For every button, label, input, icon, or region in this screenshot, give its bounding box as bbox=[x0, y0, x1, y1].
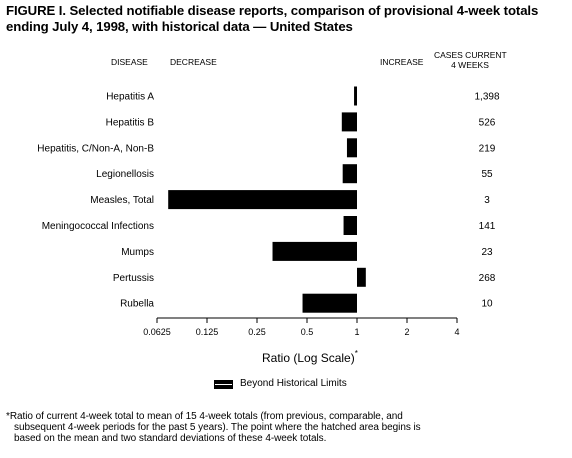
footnote-line-2: subsequent 4-week periods for the past 5… bbox=[14, 422, 421, 433]
cases-header-line-1: CASES CURRENT bbox=[434, 50, 507, 60]
case-count-hepatitis-a: 1,398 bbox=[474, 92, 499, 103]
case-count-meningococcal-infections: 141 bbox=[479, 221, 496, 232]
bar-legionellosis bbox=[342, 164, 357, 184]
x-tick-label-4: 4 bbox=[454, 327, 459, 337]
figure-title: FIGURE I. Selected notifiable disease re… bbox=[6, 3, 568, 35]
bar-mumps bbox=[272, 241, 357, 261]
case-count-rubella: 10 bbox=[481, 299, 493, 310]
case-count-hepatitis-c-non-a-non-b: 219 bbox=[479, 143, 496, 154]
decrease-header: DECREASE bbox=[170, 57, 217, 67]
footnote: *Ratio of current 4-week total to mean o… bbox=[6, 411, 572, 444]
category-label-hepatitis-b: Hepatitis B bbox=[106, 117, 155, 128]
footnote-line-3: based on the mean and two standard devia… bbox=[14, 433, 327, 444]
bar-hepatitis-c-non-a-non-b bbox=[346, 138, 357, 158]
x-tick-label-0-25: 0.25 bbox=[248, 327, 266, 337]
increase-header: INCREASE bbox=[380, 57, 424, 67]
bar-pertussis bbox=[357, 267, 366, 287]
bar-hepatitis-b bbox=[341, 112, 357, 132]
x-tick-label-1: 1 bbox=[354, 327, 359, 337]
category-label-hepatitis-c-non-a-non-b: Hepatitis, C/Non-A, Non-B bbox=[37, 143, 154, 154]
category-label-meningococcal-infections: Meningococcal Infections bbox=[42, 221, 154, 232]
legend-label: Beyond Historical Limits bbox=[240, 378, 347, 389]
category-label-pertussis: Pertussis bbox=[113, 273, 154, 284]
case-count-pertussis: 268 bbox=[479, 273, 496, 284]
cases-header-line-2: 4 WEEKS bbox=[451, 60, 489, 70]
case-count-legionellosis: 55 bbox=[481, 169, 493, 180]
bar-hepatitis-a bbox=[354, 86, 357, 106]
bar-rubella bbox=[302, 293, 357, 313]
x-axis-title-footnote-mark: * bbox=[354, 349, 358, 358]
case-count-hepatitis-b: 526 bbox=[479, 117, 496, 128]
x-axis-group: 0.0625 0.125 0.25 0.5 1 2 4 bbox=[143, 317, 460, 337]
category-label-rubella: Rubella bbox=[120, 299, 154, 310]
category-label-hepatitis-a: Hepatitis A bbox=[106, 92, 154, 103]
x-tick-label-0-5: 0.5 bbox=[301, 327, 314, 337]
bar-meningococcal-infections bbox=[343, 216, 357, 235]
x-axis-title-text: Ratio (Log Scale) bbox=[262, 351, 355, 365]
disease-column-header: DISEASE bbox=[111, 57, 148, 67]
x-tick-label-0-125: 0.125 bbox=[196, 327, 219, 337]
footnote-line-1: *Ratio of current 4-week total to mean o… bbox=[6, 411, 403, 422]
bars-group bbox=[168, 86, 366, 313]
x-axis-title: Ratio (Log Scale)* bbox=[262, 349, 358, 365]
case-count-measles-total: 3 bbox=[484, 195, 490, 206]
category-label-legionellosis: Legionellosis bbox=[96, 169, 154, 180]
cases-column-header: CASES CURRENT 4 WEEKS bbox=[434, 50, 507, 70]
x-tick-label-0-0625: 0.0625 bbox=[143, 327, 171, 337]
case-count-labels-group: 1,398 526 219 55 3 141 23 268 10 bbox=[474, 92, 499, 310]
bar-measles-total bbox=[168, 190, 357, 210]
category-label-measles-total: Measles, Total bbox=[90, 195, 154, 206]
category-label-mumps: Mumps bbox=[121, 247, 154, 258]
figure-title-line-1: FIGURE I. Selected notifiable disease re… bbox=[6, 3, 539, 18]
figure-title-line-2: ending July 4, 1998, with historical dat… bbox=[6, 19, 353, 34]
hatched-legend-swatch bbox=[214, 380, 233, 389]
category-labels-group: Hepatitis A Hepatitis B Hepatitis, C/Non-A… bbox=[37, 92, 154, 310]
x-tick-label-2: 2 bbox=[404, 327, 409, 337]
case-count-mumps: 23 bbox=[481, 247, 493, 258]
